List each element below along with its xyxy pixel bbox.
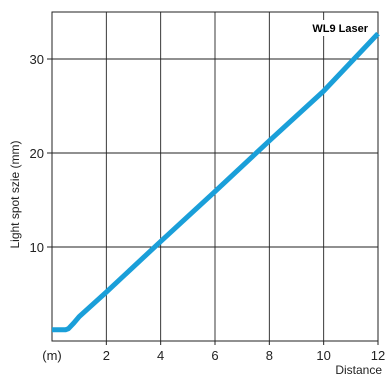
annotation-label: WL9 Laser [312, 23, 368, 35]
y-tick-label: 30 [30, 52, 44, 67]
x-axis-unit: (m) [42, 348, 62, 363]
y-axis-label: Light spot szie (mm) [8, 140, 22, 248]
x-tick-label: 8 [266, 348, 273, 363]
series-line [52, 31, 380, 333]
x-tick-label: 4 [157, 348, 164, 363]
annotation-background [298, 20, 370, 36]
x-tick-label: 10 [316, 348, 330, 363]
y-tick-label: 20 [30, 146, 44, 161]
y-tick-label: 10 [30, 240, 44, 255]
x-tick-label: 2 [103, 348, 110, 363]
x-tick-label: 12 [371, 348, 385, 363]
x-axis-label: Distance [335, 363, 382, 376]
x-tick-label: 6 [211, 348, 218, 363]
